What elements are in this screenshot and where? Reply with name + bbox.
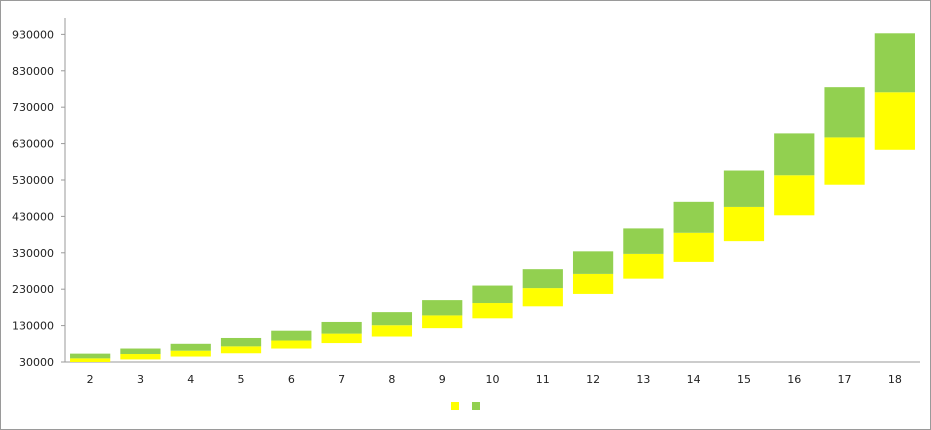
bar-segment-green bbox=[623, 228, 664, 254]
x-tick-label: 5 bbox=[238, 373, 245, 386]
x-tick-label: 10 bbox=[486, 373, 500, 386]
bar-segment-yellow bbox=[673, 232, 714, 262]
bar-segment-yellow bbox=[422, 315, 463, 329]
bar-segment-yellow bbox=[774, 175, 815, 216]
y-tick-label: 630000 bbox=[12, 138, 54, 151]
x-tick-label: 13 bbox=[636, 373, 650, 386]
bar-segment-green bbox=[371, 312, 413, 326]
bar-segment-green bbox=[120, 348, 161, 354]
x-tick-label: 9 bbox=[439, 373, 446, 386]
x-tick-label: 17 bbox=[838, 373, 852, 386]
y-tick-label: 930000 bbox=[12, 28, 54, 41]
bar-segment-green bbox=[824, 87, 865, 138]
x-tick-label: 16 bbox=[787, 373, 801, 386]
bar-segment-yellow bbox=[522, 288, 563, 307]
bar-segment-green bbox=[321, 321, 362, 334]
bar-segment-green bbox=[70, 353, 111, 359]
x-tick-label: 11 bbox=[536, 373, 550, 386]
bar-segment-green bbox=[522, 269, 563, 289]
y-tick-label: 730000 bbox=[12, 101, 54, 114]
x-tick-label: 15 bbox=[737, 373, 751, 386]
y-tick-label: 530000 bbox=[12, 174, 54, 187]
bar-segment-yellow bbox=[472, 303, 513, 319]
y-tick-label: 830000 bbox=[12, 65, 54, 78]
bar-segment-green bbox=[472, 285, 513, 304]
x-tick-label: 12 bbox=[586, 373, 600, 386]
x-tick-label: 4 bbox=[187, 373, 194, 386]
x-tick-label: 18 bbox=[888, 373, 902, 386]
bar-segment-yellow bbox=[321, 333, 362, 344]
bar-segment-yellow bbox=[220, 346, 262, 354]
bar-segment-yellow bbox=[572, 273, 614, 294]
bar-segment-green bbox=[774, 133, 815, 176]
y-tick-label: 330000 bbox=[12, 247, 54, 260]
bar-segment-green bbox=[422, 300, 463, 316]
bar-segment-yellow bbox=[120, 353, 161, 360]
bar-segment-green bbox=[673, 201, 714, 233]
bar-segment-green bbox=[170, 343, 211, 351]
bar-segment-yellow bbox=[70, 358, 111, 362]
bar-segment-yellow bbox=[824, 137, 865, 185]
x-tick-label: 6 bbox=[288, 373, 295, 386]
bar-segment-yellow bbox=[170, 350, 211, 357]
bar-segment-yellow bbox=[874, 92, 915, 150]
legend-swatch-yellow bbox=[451, 402, 459, 410]
bar-segment-yellow bbox=[271, 340, 312, 349]
bar-segment-green bbox=[271, 330, 312, 341]
y-tick-label: 230000 bbox=[12, 283, 54, 296]
legend-swatch-green bbox=[472, 402, 480, 410]
y-tick-label: 130000 bbox=[12, 320, 54, 333]
bar-segment-green bbox=[220, 337, 262, 347]
x-tick-label: 2 bbox=[87, 373, 94, 386]
x-tick-label: 14 bbox=[687, 373, 701, 386]
bar-segment-green bbox=[572, 251, 614, 274]
bar-segment-yellow bbox=[371, 325, 413, 337]
y-tick-label: 30000 bbox=[19, 356, 54, 369]
x-tick-label: 3 bbox=[137, 373, 144, 386]
y-tick-label: 430000 bbox=[12, 210, 54, 223]
bar-segment-green bbox=[723, 170, 765, 207]
x-tick-label: 7 bbox=[338, 373, 345, 386]
bar-segment-green bbox=[874, 33, 915, 93]
x-tick-label: 8 bbox=[388, 373, 395, 386]
bar-segment-yellow bbox=[723, 206, 765, 242]
bar-segment-yellow bbox=[623, 253, 664, 279]
